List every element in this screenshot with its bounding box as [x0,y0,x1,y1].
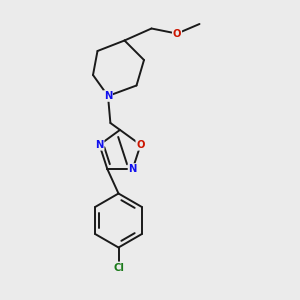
Text: O: O [136,140,145,150]
Text: N: N [128,164,137,174]
Text: N: N [95,140,104,150]
Text: N: N [104,91,112,101]
Text: O: O [173,28,181,39]
Text: Cl: Cl [113,262,124,273]
